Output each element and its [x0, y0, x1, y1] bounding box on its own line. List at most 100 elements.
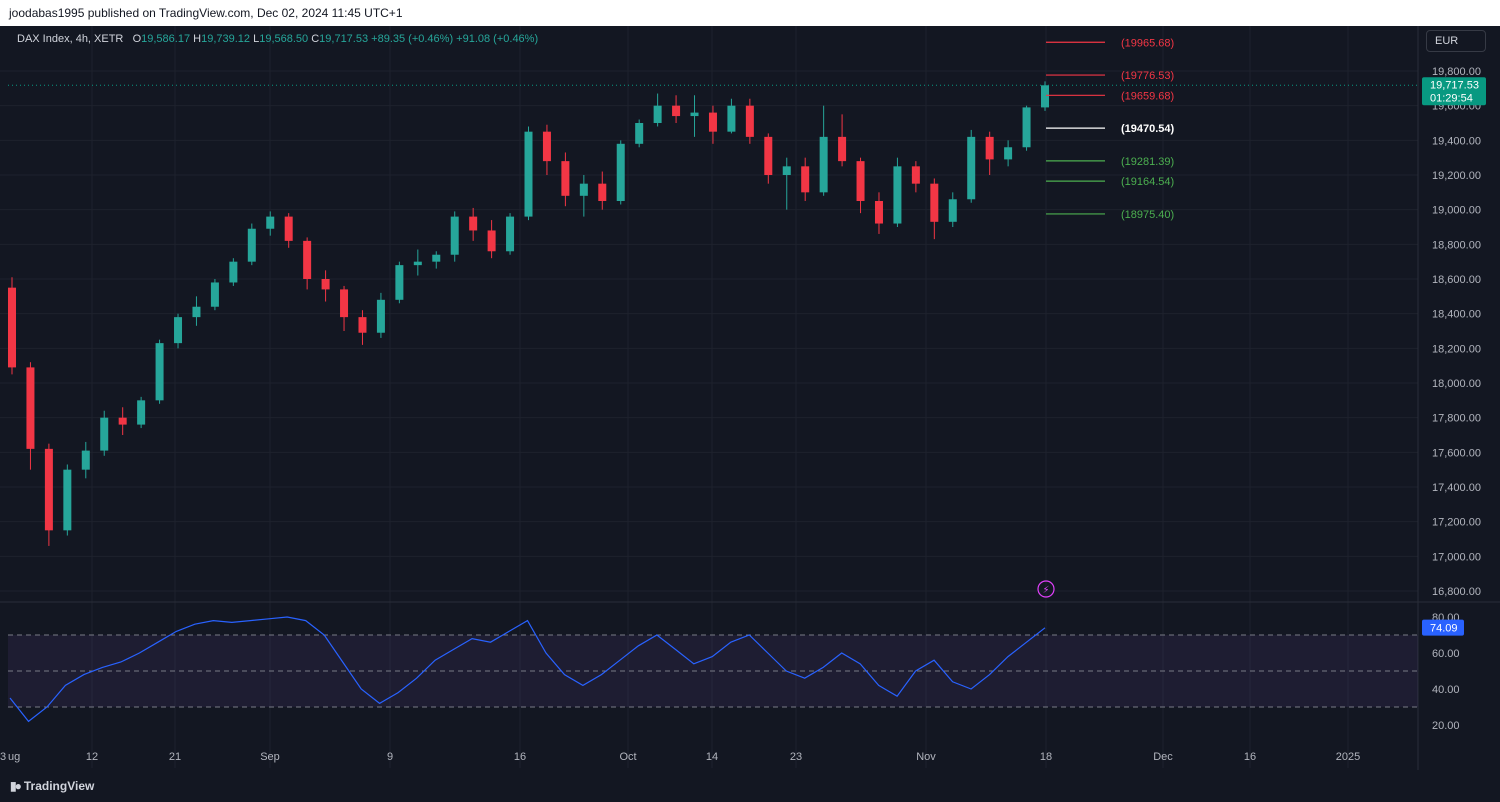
candle-body [469, 216, 478, 231]
time-axis-label: 23 [790, 751, 802, 763]
price-axis-label: 18,600.00 [1432, 274, 1481, 286]
footer-brand: TradingView [23, 779, 95, 793]
candle-body [745, 105, 754, 137]
candle-body [672, 105, 681, 117]
candle-body [598, 183, 607, 201]
price-axis-label: 18,000.00 [1432, 378, 1481, 390]
candlestick-series [8, 81, 1049, 546]
time-axis-label: 18 [1040, 751, 1052, 763]
rsi-value-tag [1422, 619, 1464, 636]
candle-body [727, 105, 736, 132]
countdown-value: 01:29:54 [1430, 92, 1473, 104]
last-price-tag [1422, 77, 1486, 106]
candle-body [432, 254, 441, 262]
candle-body [266, 216, 275, 229]
candle-body [44, 448, 53, 531]
candle-body [303, 240, 312, 279]
level-label: (19965.68) [1121, 37, 1174, 49]
level-label: (19470.54) [1121, 123, 1175, 135]
time-axis-label: 16 [514, 751, 526, 763]
publish-banner: joodabas1995 published on TradingView.co… [0, 0, 1500, 26]
high-label: H [193, 33, 202, 45]
level-lines: (19965.68) (19776.53) (19659.68) (19470.54)… [8, 37, 1418, 221]
candle-body [801, 166, 810, 193]
symbol-label[interactable]: DAX Index, 4h, XETR [17, 33, 124, 45]
rsi-value: 74.09 [1430, 623, 1458, 635]
candle-body [229, 261, 238, 283]
candle-body [874, 201, 883, 224]
candle-body [967, 136, 976, 200]
price-axis-label: 17,000.00 [1432, 551, 1481, 563]
price-axis-label: 19,400.00 [1432, 135, 1481, 147]
candle-body [782, 166, 791, 175]
candle-body [764, 136, 773, 175]
open-label: O [132, 33, 142, 45]
candle-body [118, 417, 127, 425]
candle-body [819, 136, 828, 193]
low-label: L [253, 33, 260, 45]
candle-body [985, 136, 994, 160]
candle-body [81, 450, 90, 470]
chart-canvas[interactable]: (19965.68) (19776.53) (19659.68) (19470.54)… [0, 26, 1500, 770]
candle-body [340, 289, 349, 318]
price-axis-label: 18,200.00 [1432, 343, 1481, 355]
grid-lines [0, 26, 1500, 770]
candle-body [856, 161, 865, 201]
candle-body [653, 105, 662, 123]
candle-body [708, 112, 717, 132]
candle-body [561, 161, 570, 196]
candle-body [137, 400, 146, 425]
time-axis-label: 9 [387, 751, 393, 763]
time-axis-label: Oct [619, 751, 636, 763]
candle-body [155, 343, 164, 401]
candle-body [1041, 85, 1049, 108]
price-axis-label: 17,400.00 [1432, 482, 1481, 494]
candle-body [524, 131, 533, 217]
candle-body [690, 112, 699, 117]
candle-body [487, 230, 496, 252]
price-axis-label: 19,800.00 [1432, 66, 1481, 78]
candle-body [192, 306, 201, 318]
time-axis-label: 13 [0, 751, 6, 763]
time-axis-label: 2025 [1336, 751, 1360, 763]
candle-body [635, 123, 644, 144]
price-axis-label: 17,200.00 [1432, 517, 1481, 529]
time-axis-label: 21 [169, 751, 181, 763]
candle-body [948, 199, 957, 222]
rsi-polyline [9, 616, 1046, 723]
open-value: 19,586.17 [141, 33, 191, 45]
time-axis-label: Dec [1153, 751, 1173, 763]
candle-body [1022, 107, 1031, 148]
level-label: (19281.39) [1121, 156, 1174, 168]
time-axis-label: Nov [916, 751, 936, 763]
currency-button[interactable]: EUR [1426, 30, 1486, 52]
candle-body [63, 469, 72, 531]
candle-body [174, 317, 183, 344]
candle-body [542, 131, 551, 162]
candle-body [413, 261, 422, 266]
price-axis-label: 18,400.00 [1432, 309, 1481, 321]
ohlc-legend: DAX Index, 4h, XETR O19,586.17 H19,739.1… [17, 33, 538, 45]
candle-body [247, 228, 256, 262]
candle-body [321, 279, 330, 290]
level-label: (19659.68) [1121, 90, 1174, 102]
time-axis-label: 14 [706, 751, 718, 763]
price-axis-label: 18,800.00 [1432, 239, 1481, 251]
change-value-2: +91.08 (+0.46%) [456, 33, 539, 45]
price-axis: 19,800.0019,600.0019,400.0019,200.0019,0… [1422, 66, 1486, 598]
low-value: 19,568.50 [259, 33, 309, 45]
rsi-axis-label: 40.00 [1432, 684, 1460, 696]
time-axis-label: 12 [86, 751, 98, 763]
lightning-glyph: ⚡ [1042, 585, 1049, 596]
candle-body [284, 216, 293, 241]
candle-body [579, 183, 588, 196]
tradingview-logo-icon: ▮● [10, 779, 22, 793]
price-axis-label: 19,200.00 [1432, 170, 1481, 182]
change-value: +89.35 (+0.46%) [371, 33, 454, 45]
level-label: (19164.54) [1121, 176, 1174, 188]
candle-body [100, 417, 109, 451]
candle-body [450, 216, 459, 255]
tradingview-logo[interactable]: ▮● TradingView [10, 779, 94, 793]
level-label: (18975.40) [1121, 209, 1174, 221]
